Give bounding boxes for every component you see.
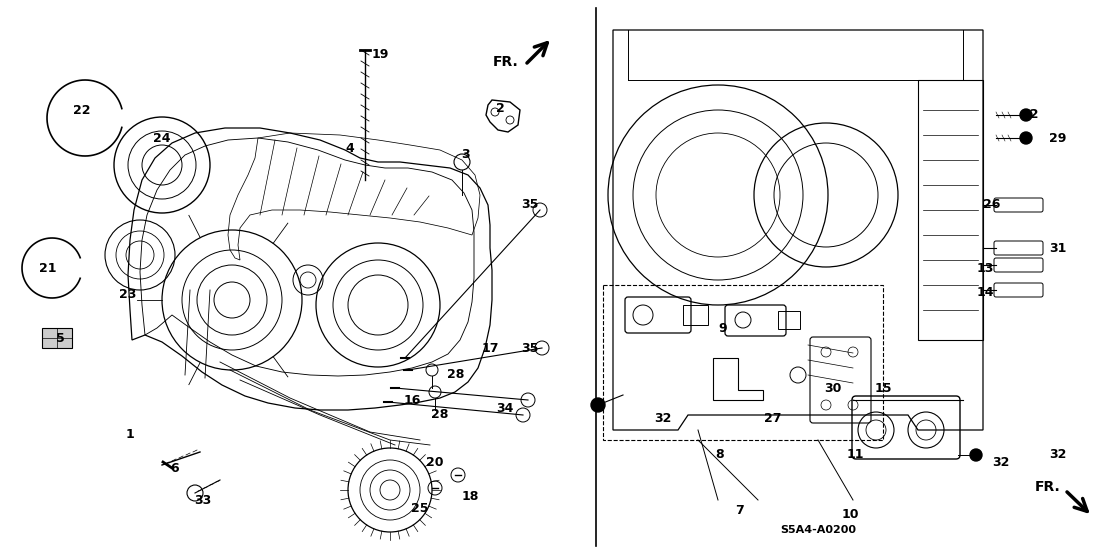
Text: 22: 22 <box>73 104 91 116</box>
Text: 34: 34 <box>496 402 514 414</box>
Text: 24: 24 <box>153 131 171 145</box>
Text: 28: 28 <box>431 408 449 422</box>
FancyBboxPatch shape <box>42 328 72 348</box>
Text: 8: 8 <box>716 449 725 461</box>
Text: 9: 9 <box>719 321 727 335</box>
Text: 35: 35 <box>521 198 538 212</box>
Text: 1: 1 <box>125 428 134 442</box>
Text: 11: 11 <box>847 449 864 461</box>
Text: FR.: FR. <box>1034 480 1060 494</box>
Text: 28: 28 <box>448 368 464 382</box>
Text: 17: 17 <box>481 341 499 355</box>
Circle shape <box>970 449 982 461</box>
Circle shape <box>1020 132 1032 144</box>
Text: 3: 3 <box>461 148 470 162</box>
Text: 14: 14 <box>976 285 994 299</box>
Text: 18: 18 <box>461 490 479 504</box>
Text: 32: 32 <box>1049 449 1067 461</box>
Text: FR.: FR. <box>492 55 519 69</box>
Text: 33: 33 <box>194 494 212 506</box>
Text: 16: 16 <box>403 393 421 407</box>
Text: 19: 19 <box>371 49 389 61</box>
Text: 20: 20 <box>427 455 443 469</box>
Text: 15: 15 <box>874 382 892 394</box>
Text: 26: 26 <box>983 198 1001 212</box>
Circle shape <box>1020 109 1032 121</box>
Text: 23: 23 <box>120 289 136 301</box>
Text: 35: 35 <box>521 341 538 355</box>
Text: 27: 27 <box>765 412 782 424</box>
Text: 13: 13 <box>976 261 994 274</box>
Text: 21: 21 <box>39 261 57 274</box>
Text: 6: 6 <box>171 461 179 474</box>
Text: 25: 25 <box>411 501 429 515</box>
Text: 2: 2 <box>495 101 504 115</box>
Text: S5A4-A0200: S5A4-A0200 <box>780 525 856 535</box>
Text: 5: 5 <box>55 331 64 345</box>
Text: 12: 12 <box>1022 109 1039 121</box>
Text: 32: 32 <box>655 412 671 424</box>
Text: 29: 29 <box>1049 131 1067 145</box>
Text: 32: 32 <box>993 455 1009 469</box>
Circle shape <box>591 398 605 412</box>
Text: 30: 30 <box>824 382 842 394</box>
Text: 7: 7 <box>736 504 745 516</box>
Text: 4: 4 <box>346 141 355 155</box>
Text: 10: 10 <box>841 509 859 521</box>
Text: 31: 31 <box>1049 242 1067 254</box>
